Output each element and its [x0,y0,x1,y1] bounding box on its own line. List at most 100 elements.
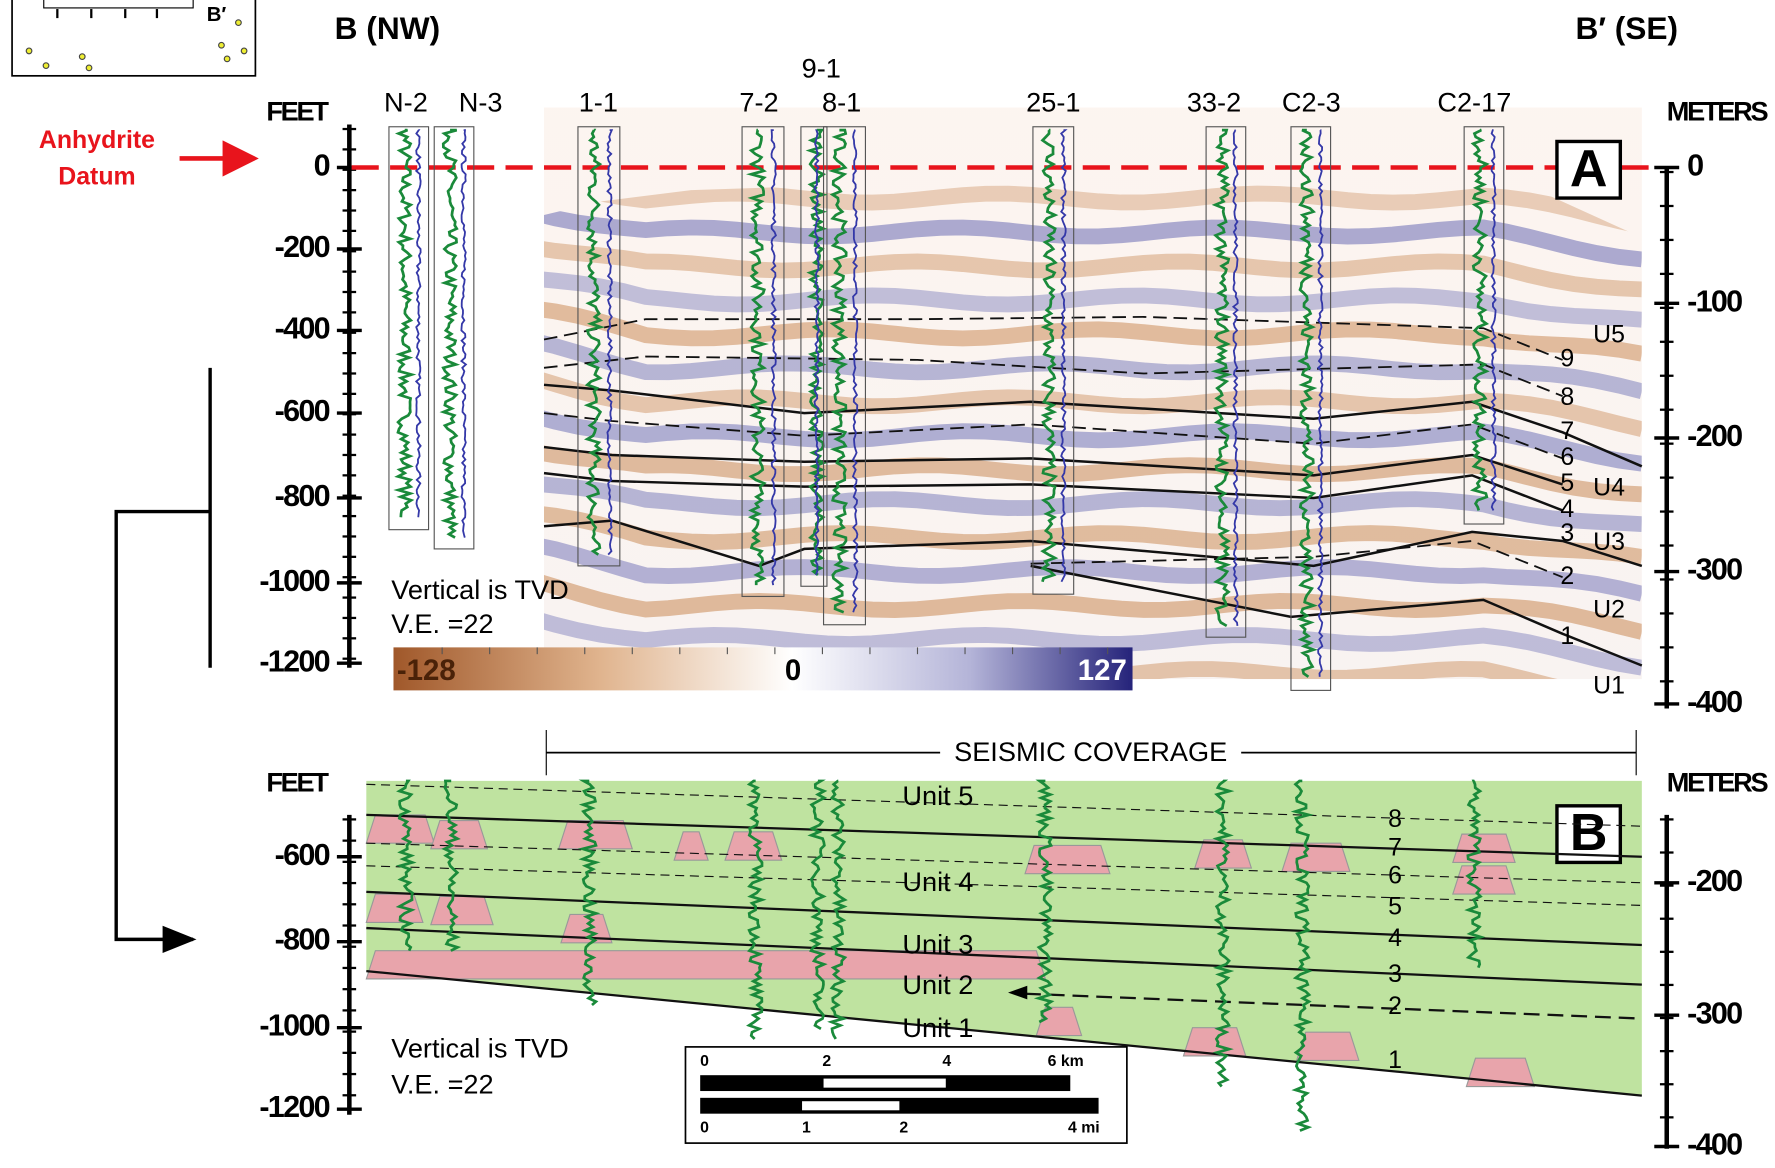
well-name: 33-2 [1187,86,1241,117]
horizon-label: 8 [1388,805,1402,833]
axis-title: METERS [1667,95,1769,126]
datum-label: Datum [58,162,135,190]
tick-label: -1000 [259,1009,329,1043]
horizon-label: 3 [1388,960,1402,988]
axis-title: FEET [266,766,329,797]
inset-well [241,48,247,54]
well-name: 9-1 [802,52,841,83]
well-name: 7-2 [739,86,778,117]
note: V.E. =22 [391,608,493,639]
inset-well [219,42,225,48]
tick-label: -300 [1687,996,1742,1030]
bracket-link [116,512,210,940]
unit-label: Unit 3 [902,928,973,959]
well-name: N-3 [459,86,503,117]
figure: B′ B (NW) B′ (SE) Anhydrite Datum 0 -200 -400 -6… [0,0,1775,1168]
scale-label: 4 [942,1053,951,1070]
horizon-label: 9 [1560,344,1574,372]
horizon-label: 6 [1388,862,1402,890]
note: Vertical is TVD [391,1032,569,1063]
inset-label: B′ [207,4,227,26]
inset-well [224,56,230,62]
colorbar [393,647,1132,690]
scale-label: 1 [802,1120,811,1137]
panel-label: A [1570,140,1608,198]
unit-label: U3 [1593,528,1625,556]
panel-label: B [1570,804,1608,862]
horizon-label: 8 [1560,383,1574,411]
reef-pod [431,821,488,849]
horizon-label: 2 [1560,562,1574,590]
tick-label: -800 [275,923,330,957]
unit-label: U1 [1593,672,1625,700]
inset-well [236,20,242,26]
horizon-label: 5 [1388,892,1402,920]
section-start-label: B (NW) [335,10,441,46]
well-panel [389,127,429,530]
tick-label: -1000 [259,564,329,598]
scale-label: 6 km [1048,1053,1084,1070]
scale-label: 0 [700,1120,709,1137]
reef-pod [431,896,493,924]
tick-label: -100 [1687,284,1742,318]
inset-well [43,63,49,69]
page: {"inset": {"label": "B′"}, "header": {"l… [0,0,1775,1168]
tick-label: -400 [275,312,330,346]
horizon-label: 3 [1560,519,1574,547]
horizon-label: 2 [1388,992,1402,1020]
well-name: 25-1 [1026,86,1080,117]
inset-well [26,48,32,54]
colorbar-label: 127 [1078,654,1127,687]
horizon-label: 1 [1560,622,1574,650]
colorbar-label: -128 [397,654,456,687]
axis-title: METERS [1667,766,1769,797]
scale-label: 4 mi [1068,1120,1100,1137]
unit-label: Unit 1 [902,1012,973,1043]
inset-strip [44,0,193,8]
well-log [416,130,421,517]
well-name: C2-3 [1282,86,1341,117]
reef-pod [1025,845,1110,873]
tick-label: -1200 [259,1090,329,1124]
tick-label: -300 [1687,553,1742,587]
reef-pod [366,894,423,922]
scale-km-white [824,1079,946,1088]
scale-mi-white [802,1101,899,1110]
well-name: 8-1 [822,86,861,117]
scale-label: 2 [899,1120,908,1137]
unit-label: Unit 2 [902,969,973,1000]
tick-label: -1200 [259,644,329,678]
horizon-label: 7 [1388,833,1402,861]
scale-label: 0 [700,1053,709,1070]
reef-pod [725,832,782,860]
coverage-label: SEISMIC COVERAGE [954,736,1227,767]
horizon-label: 4 [1388,924,1402,952]
unit-label: Unit 4 [902,866,973,897]
note: Vertical is TVD [391,574,569,605]
datum-label: Anhydrite [39,126,155,154]
scale-label: 2 [822,1053,831,1070]
tick-label: -600 [275,394,330,428]
well-name: C2-17 [1437,86,1511,117]
tick-label: -400 [1687,685,1742,719]
axis-title: FEET [266,95,329,126]
horizon-label: 5 [1560,469,1574,497]
horizon-label: 1 [1388,1046,1402,1074]
well-log [443,130,456,537]
unit-label: Unit 5 [902,780,973,811]
well-log [461,130,466,537]
tick-label: 0 [314,149,330,183]
tick-label: -200 [275,230,330,264]
colorbar-label: 0 [785,654,801,687]
unit-label: U4 [1593,474,1625,502]
well-name: N-2 [384,86,428,117]
section-end-label: B′ (SE) [1575,10,1678,46]
horizon-label: 7 [1560,417,1574,445]
tick-label: 0 [1687,149,1703,183]
note: V.E. =22 [391,1069,493,1100]
unit-label: U5 [1593,321,1625,349]
tick-label: -600 [275,838,330,872]
well-name: 1-1 [579,86,618,117]
well-panel [434,127,474,549]
seismic-band [533,688,1642,729]
